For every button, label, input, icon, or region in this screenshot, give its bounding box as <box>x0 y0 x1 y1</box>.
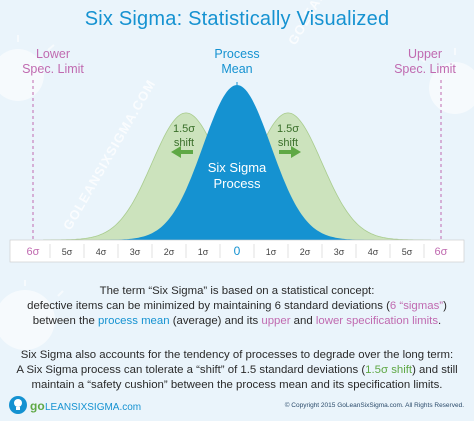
axis-tick-label: 3σ <box>130 247 141 257</box>
usl-line1: Upper <box>407 47 443 61</box>
axis-tick-label: 1σ <box>198 247 209 257</box>
p1-line3: between the process mean (average) and i… <box>10 314 464 329</box>
six-sigma-process-curve <box>94 85 380 240</box>
process-label-1: Six Sigma <box>208 160 267 175</box>
axis-tick-label: 5σ <box>402 247 413 257</box>
axis-tick-label: 1σ <box>266 247 277 257</box>
logo-rest: LEANSIXSIGMA.com <box>45 402 141 413</box>
lsl-line2: Spec. Limit <box>22 62 84 76</box>
p1-l3-a: between the <box>32 315 99 327</box>
p1-l2-c: ) <box>443 300 447 312</box>
right-arrow-icon <box>279 146 301 158</box>
logo-go: go <box>30 399 45 413</box>
lightbulb-icon-right <box>429 62 474 114</box>
sigma-axis-ticks: 6σ 5σ 4σ 3σ 2σ 1σ 0 1σ 2σ 3σ 4σ 5σ 6σ <box>27 244 448 258</box>
paragraph-process-shift: Six Sigma also accounts for the tendency… <box>10 348 464 393</box>
process-label-2: Process <box>214 176 261 191</box>
paragraph-six-sigma-concept: The term “Six Sigma” is based on a stati… <box>10 284 464 329</box>
p1-l2-a: defective items can be minimized by main… <box>27 300 390 312</box>
lower-spec-limit-label: Lower Spec. Limit <box>18 47 88 77</box>
left-shift-label-2: shift <box>174 137 194 149</box>
left-arrow-icon <box>171 146 193 158</box>
p1-l3-e: and <box>290 315 316 327</box>
axis-tick-label: 5σ <box>62 247 73 257</box>
p1-line2: defective items can be minimized by main… <box>10 299 464 314</box>
mean-line2: Mean <box>221 62 253 76</box>
lightbulb-icon-logo <box>14 399 22 407</box>
p1-l3-lower-limits: lower specification limits <box>315 315 439 327</box>
lsl-line1: Lower <box>35 47 71 61</box>
right-shift-label-2: shift <box>278 137 298 149</box>
axis-tick-label: 0 <box>234 244 241 258</box>
axis-tick-label: 4σ <box>96 247 107 257</box>
axis-tick-label: 6σ <box>435 246 448 258</box>
p1-l3-process-mean: process mean <box>98 315 170 327</box>
p1-l3-upper: upper <box>261 315 291 327</box>
usl-line2: Spec. Limit <box>394 62 456 76</box>
page-title: Six Sigma: Statistically Visualized <box>84 8 390 30</box>
p1-l3-g: . <box>438 315 442 327</box>
right-shift-label-1: 1.5σ <box>277 123 299 135</box>
p1-l2-highlight: 6 “sigmas” <box>389 300 444 312</box>
p2-line1: Six Sigma also accounts for the tendency… <box>20 349 454 361</box>
p2-l2-c: ) and still <box>412 364 458 376</box>
process-mean-label: Process Mean <box>195 47 279 77</box>
axis-tick-label: 3σ <box>334 247 345 257</box>
p2-line2: A Six Sigma process can tolerate a “shif… <box>10 363 464 378</box>
axis-tick-label: 6σ <box>27 246 40 258</box>
axis-tick-label: 2σ <box>164 247 175 257</box>
p2-l2-shift: 1.5σ shift <box>365 364 413 376</box>
p2-line3: maintain a “safety cushion” between the … <box>31 379 443 391</box>
sigma-axis-band <box>9 239 465 263</box>
mean-line1: Process <box>214 47 260 61</box>
axis-tick-label: 4σ <box>368 247 379 257</box>
p1-l3-c: (average) and its <box>169 315 262 327</box>
copyright-notice: © Copyright 2015 GoLeanSixSigma.com. All… <box>284 402 464 409</box>
upper-spec-limit-label: Upper Spec. Limit <box>390 47 460 77</box>
axis-tick-label: 2σ <box>300 247 311 257</box>
p1-line1: The term “Six Sigma” is based on a stati… <box>99 285 375 297</box>
lightbulb-icon-bottom <box>0 290 55 350</box>
left-shift-label-1: 1.5σ <box>173 123 195 135</box>
p2-l2-a: A Six Sigma process can tolerate a “shif… <box>16 364 366 376</box>
goleansixsigma-logo: go LEANSIXSIGMA.com <box>9 396 141 414</box>
